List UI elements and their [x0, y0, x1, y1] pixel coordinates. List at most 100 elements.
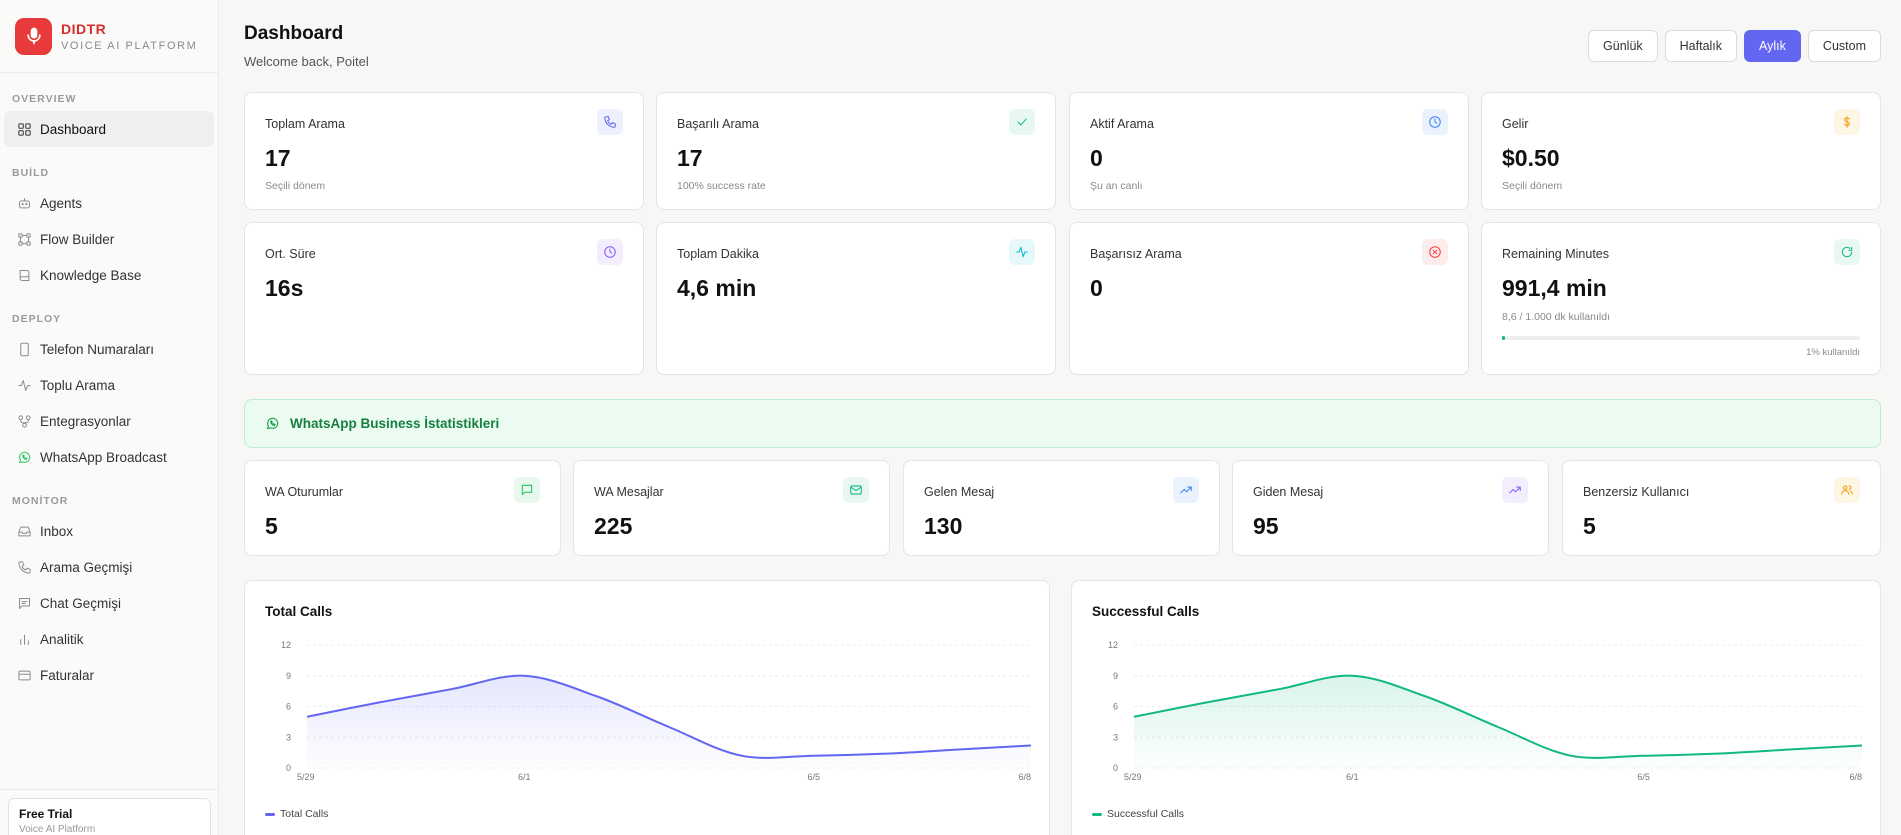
clock-icon [597, 239, 623, 265]
legend-swatch [265, 812, 275, 816]
free-trial-card[interactable]: Free Trial Voice AI Platform [8, 798, 211, 835]
chart-card-total-calls: Total Calls 0 3 6 9 12 5/29 6/1 6/5 6/8 Total Ca… [244, 580, 1050, 835]
sidebar-item-flow-builder[interactable]: Flow Builder [4, 221, 214, 257]
y-tick-label: 6 [1113, 702, 1118, 712]
wa-card-incoming: Gelen Mesaj 130 [903, 460, 1220, 556]
trending-up-icon [1502, 477, 1528, 503]
range-daily-button[interactable]: Günlük [1588, 30, 1658, 62]
y-tick-label: 12 [1108, 640, 1118, 650]
phone-icon [597, 109, 623, 135]
sidebar-item-entegrasyonlar[interactable]: Entegrasyonlar [4, 403, 214, 439]
nav-section-monitor: MONİTOR [12, 495, 69, 507]
sidebar-item-analitik[interactable]: Analitik [4, 621, 214, 657]
chart-title: Total Calls [265, 604, 333, 619]
x-tick-label: 6/8 [1018, 772, 1031, 782]
chart-card-successful-calls: Successful Calls 0 3 6 9 12 5/29 6/1 6/5 6/8 Suc… [1071, 580, 1881, 835]
sidebar-item-inbox[interactable]: Inbox [4, 513, 214, 549]
sidebar-item-knowledge-base[interactable]: Knowledge Base [4, 257, 214, 293]
stat-value: 16s [265, 275, 304, 301]
range-custom-button[interactable]: Custom [1807, 30, 1881, 62]
nav-section-overview: OVERVIEW [12, 93, 77, 105]
usage-progress-fill [1502, 336, 1506, 340]
stat-card-successful-calls: Başarılı Arama 17 100% success rate [656, 92, 1056, 210]
sidebar-item-arama-gecmisi[interactable]: Arama Geçmişi [4, 549, 214, 585]
chat-icon [16, 595, 32, 611]
welcome-text: Welcome back, Poitel [244, 54, 369, 69]
stat-label: Gelen Mesaj [924, 485, 995, 499]
sidebar-item-toplu-arama[interactable]: Toplu Arama [4, 367, 214, 403]
y-tick-label: 3 [286, 732, 291, 742]
y-tick-label: 9 [286, 671, 291, 681]
stat-value: $0.50 [1502, 145, 1560, 171]
stat-card-avg-duration: Ort. Süre 16s [244, 222, 644, 375]
usage-progress-bar [1502, 336, 1860, 340]
total-calls-chart: 0 3 6 9 12 5/29 6/1 6/5 6/8 [281, 640, 1032, 782]
sidebar-item-label: Entegrasyonlar [40, 413, 131, 429]
stat-label: Gelir [1502, 117, 1529, 131]
card-icon [16, 667, 32, 683]
stat-card-revenue: Gelir $0.50 Seçili dönem [1481, 92, 1881, 210]
stat-card-total-calls: Toplam Arama 17 Seçili dönem [244, 92, 644, 210]
sidebar-item-faturalar[interactable]: Faturalar [4, 657, 214, 693]
y-tick-label: 3 [1113, 732, 1118, 742]
date-range-selector: Günlük Haftalık Aylık Custom [1588, 30, 1881, 62]
chart-legend: Total Calls [265, 808, 328, 820]
sidebar-item-label: Agents [40, 195, 83, 211]
legend-label: Successful Calls [1107, 808, 1185, 820]
sidebar-item-agents[interactable]: Agents [4, 185, 214, 221]
stat-label: Başarılı Arama [677, 117, 759, 131]
wa-card-sessions: WA Oturumlar 5 [244, 460, 561, 556]
activity-icon [1009, 239, 1035, 265]
whatsapp-icon [266, 417, 279, 430]
bar-chart-icon [16, 631, 32, 647]
sidebar-footer: Free Trial Voice AI Platform [0, 789, 219, 835]
chat-icon [514, 477, 540, 503]
grid-icon [16, 121, 32, 137]
mail-icon [843, 477, 869, 503]
trial-title: Free Trial [19, 807, 73, 821]
wa-card-messages: WA Mesajlar 225 [573, 460, 890, 556]
sidebar-item-dashboard[interactable]: Dashboard [4, 111, 214, 147]
brand-subtitle: VOICE AI PLATFORM [61, 39, 198, 52]
refresh-icon [1834, 239, 1860, 265]
stat-label: WA Mesajlar [594, 485, 664, 499]
stat-label: Giden Mesaj [1253, 485, 1324, 499]
trending-up-icon [1173, 477, 1199, 503]
wa-card-outgoing: Giden Mesaj 95 [1232, 460, 1549, 556]
stat-label: Ort. Süre [265, 247, 316, 261]
sidebar-item-label: Telefon Numaraları [40, 341, 155, 357]
stat-value: 17 [677, 145, 703, 171]
robot-icon [16, 195, 32, 211]
nav-section-deploy: DEPLOY [12, 313, 62, 325]
sidebar-item-label: Inbox [40, 523, 74, 539]
stat-label: Başarısız Arama [1090, 247, 1182, 261]
y-tick-label: 12 [281, 640, 291, 650]
stat-value: 130 [924, 513, 963, 539]
stat-value: 5 [265, 513, 278, 539]
x-tick-label: 6/5 [808, 772, 821, 782]
brand[interactable]: DIDTR VOICE AI PLATFORM [0, 0, 218, 73]
sidebar-item-label: Faturalar [40, 667, 95, 683]
stat-sub: 8,6 / 1.000 dk kullanıldı [1502, 311, 1610, 323]
range-monthly-button[interactable]: Aylık [1744, 30, 1801, 62]
x-tick-label: 6/8 [1849, 772, 1862, 782]
sidebar-item-whatsapp-broadcast[interactable]: WhatsApp Broadcast [4, 439, 214, 475]
dollar-icon [1834, 109, 1860, 135]
stat-value: 991,4 min [1502, 275, 1607, 301]
stat-label: WA Oturumlar [265, 485, 344, 499]
stat-value: 0 [1090, 275, 1103, 301]
y-tick-label: 9 [1113, 671, 1118, 681]
integration-icon [16, 413, 32, 429]
inbox-icon [16, 523, 32, 539]
range-weekly-button[interactable]: Haftalık [1664, 30, 1738, 62]
sidebar-item-chat-gecmisi[interactable]: Chat Geçmişi [4, 585, 214, 621]
y-tick-label: 0 [286, 763, 291, 773]
stat-sub: Seçili dönem [1502, 180, 1563, 192]
page-title: Dashboard [244, 23, 344, 44]
stat-value: 0 [1090, 145, 1103, 171]
stat-sub: Şu an canlı [1090, 180, 1143, 192]
sidebar-item-telefon-numaralari[interactable]: Telefon Numaraları [4, 331, 214, 367]
sidebar-item-label: Analitik [40, 631, 84, 647]
stat-card-total-minutes: Toplam Dakika 4,6 min [656, 222, 1056, 375]
x-circle-icon [1422, 239, 1448, 265]
